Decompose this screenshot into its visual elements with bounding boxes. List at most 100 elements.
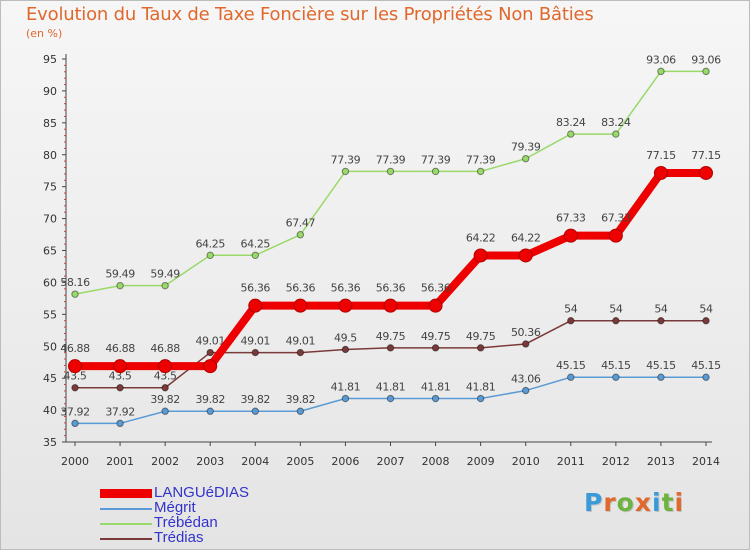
- data-point: [657, 67, 665, 76]
- data-label: 79.39: [511, 141, 541, 154]
- y-tick-label: 35: [43, 436, 57, 449]
- data-point: [251, 348, 259, 357]
- logo-letter: r: [603, 488, 617, 517]
- y-tick-label: 85: [43, 117, 57, 130]
- logo-letter: P: [584, 488, 604, 517]
- logo-letter: i: [652, 488, 662, 517]
- data-label: 43.5: [64, 370, 87, 383]
- data-label: 49.01: [195, 335, 225, 348]
- y-tick-label: 45: [43, 372, 57, 385]
- data-point: [251, 251, 259, 259]
- data-point: [476, 344, 485, 352]
- data-point: [158, 359, 173, 374]
- data-point: [296, 407, 305, 415]
- data-point: [473, 248, 488, 263]
- data-label: 43.5: [109, 370, 132, 383]
- data-point: [206, 348, 214, 357]
- logo-letter: o: [616, 488, 635, 517]
- data-label: 67.33: [601, 212, 631, 225]
- x-tick-label: 2001: [106, 455, 134, 468]
- data-label: 77.15: [646, 149, 676, 162]
- data-label: 49.75: [376, 330, 406, 343]
- data-label: 67.47: [286, 217, 316, 230]
- data-label: 54: [564, 303, 578, 316]
- data-point: [386, 344, 395, 352]
- data-label: 45.15: [691, 359, 721, 372]
- data-point: [612, 373, 620, 381]
- data-point: [341, 345, 350, 354]
- x-tick-label: 2004: [241, 455, 269, 468]
- data-point: [161, 407, 169, 415]
- data-point: [296, 348, 305, 357]
- x-tick-label: 2002: [151, 455, 179, 468]
- data-label: 77.39: [421, 153, 451, 166]
- proxiti-logo: Proxiti: [584, 488, 684, 517]
- data-label: 56.36: [286, 282, 316, 295]
- data-point: [702, 67, 710, 76]
- logo-letter: t: [661, 488, 675, 517]
- data-label: 39.82: [286, 393, 316, 406]
- data-point: [296, 231, 305, 239]
- x-tick-label: 2003: [196, 455, 224, 468]
- data-label: 54: [654, 303, 668, 316]
- data-point: [428, 298, 443, 313]
- data-label: 56.36: [376, 282, 406, 295]
- data-label: 50.36: [511, 326, 541, 339]
- data-label: 49.75: [421, 330, 451, 343]
- x-tick-label: 2007: [377, 455, 405, 468]
- data-point: [248, 298, 263, 313]
- data-label: 39.82: [195, 393, 225, 406]
- data-label: 64.25: [241, 237, 271, 250]
- logo-letter: i: [674, 488, 685, 517]
- data-label: 46.88: [150, 342, 180, 355]
- x-tick-label: 2014: [692, 455, 720, 468]
- chart-title: Evolution du Taux de Taxe Foncière sur l…: [26, 4, 594, 25]
- data-point: [653, 165, 668, 180]
- data-label: 37.92: [60, 405, 90, 418]
- data-label: 56.36: [241, 282, 271, 295]
- y-tick-label: 80: [43, 149, 57, 162]
- y-tick-label: 40: [43, 404, 57, 417]
- data-label: 77.39: [466, 153, 496, 166]
- data-point: [431, 344, 440, 352]
- data-point: [251, 407, 259, 415]
- data-point: [341, 394, 350, 403]
- legend-label: Trébédan: [154, 514, 218, 531]
- data-point: [702, 373, 710, 381]
- data-label: 59.49: [105, 268, 135, 281]
- data-point: [522, 154, 530, 163]
- data-point: [203, 359, 218, 374]
- data-point: [383, 298, 398, 313]
- data-point: [522, 386, 530, 395]
- legend-swatch: [100, 489, 152, 498]
- series-line: [74, 70, 707, 295]
- data-point: [71, 384, 79, 392]
- data-point: [293, 298, 308, 313]
- x-tick-label: 2000: [61, 455, 89, 468]
- data-label: 37.92: [105, 405, 135, 418]
- data-point: [612, 317, 620, 325]
- data-point: [68, 359, 82, 374]
- data-point: [116, 281, 124, 290]
- data-label: 45.15: [556, 359, 586, 372]
- data-label: 83.24: [556, 116, 586, 129]
- data-label: 43.5: [154, 370, 177, 383]
- data-point: [116, 384, 124, 392]
- y-tick-label: 65: [43, 245, 57, 258]
- data-point: [563, 228, 578, 243]
- data-label: 77.39: [376, 153, 406, 166]
- legend-label: Trédias: [154, 529, 204, 546]
- legend-label: LANGUéDIAS: [154, 484, 250, 501]
- series-tr-dias: 43.5 43.5 43.5 49.01 49.01 49.01 49.5 49.75 49.7…: [64, 303, 713, 392]
- data-point: [518, 248, 533, 263]
- data-point: [71, 290, 79, 298]
- data-point: [386, 394, 395, 403]
- data-label: 41.81: [421, 381, 451, 394]
- data-label: 93.06: [691, 53, 721, 66]
- x-tick-label: 2010: [512, 455, 540, 468]
- data-point: [702, 317, 710, 325]
- data-label: 39.82: [241, 393, 271, 406]
- series-langu-dias: 46.88 46.88 46.88 56.36 56.36 56.36 56.36 56.36…: [60, 149, 722, 374]
- data-point: [206, 407, 214, 415]
- data-point: [476, 394, 485, 403]
